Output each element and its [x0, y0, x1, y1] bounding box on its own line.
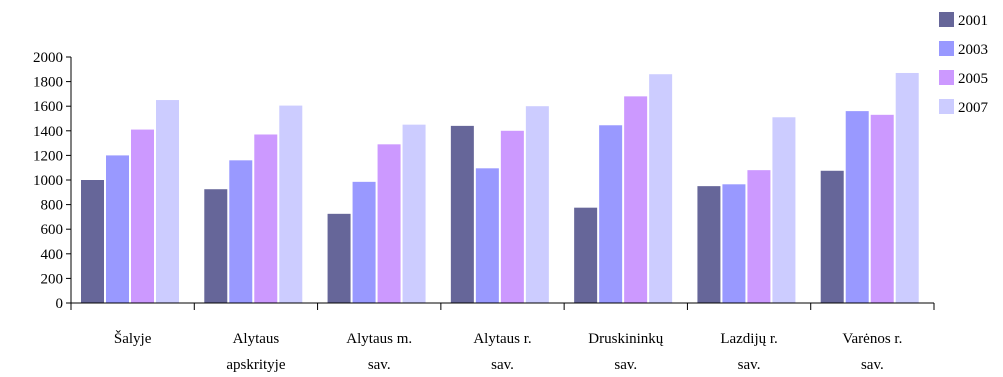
legend-swatch-2005 — [939, 70, 954, 85]
legend-swatch-2001 — [939, 12, 954, 27]
bar-2005 — [870, 114, 894, 303]
x-category-label: Varėnos r. — [842, 331, 902, 347]
x-category-label: Alytaus — [233, 331, 280, 347]
bar-2005 — [747, 170, 771, 303]
x-category-label: apskrityje — [226, 357, 285, 373]
bar-2007 — [895, 72, 919, 304]
legend-swatch-2003 — [939, 41, 954, 56]
bar-2005 — [131, 129, 154, 303]
bar-2007 — [525, 106, 549, 303]
x-category-label: Šalyje — [114, 330, 152, 347]
x-axis: Šalyje Alytaus apskrityje Alytaus m. sav. Aly… — [70, 302, 935, 373]
legend-swatch-2007 — [939, 99, 954, 114]
bar-2003 — [475, 168, 499, 303]
x-category-label: sav. — [491, 357, 514, 373]
y-axis: 0 200 400 600 800 1000 1200 1400 1600 1800 2000 — [33, 50, 72, 312]
bar-2001 — [81, 180, 104, 303]
bars — [81, 72, 919, 304]
bar-2005 — [377, 144, 401, 303]
x-category-label: Alytaus m. — [346, 331, 412, 347]
x-category-label: sav. — [738, 357, 761, 373]
legend: 2001 2003 2005 2007 — [939, 12, 989, 116]
bar-2007 — [279, 105, 303, 304]
x-category-label: Lazdijų r. — [720, 331, 777, 347]
x-category-label: Alytaus r. — [473, 331, 531, 347]
bar-2007 — [649, 74, 673, 303]
y-tick-label: 1000 — [33, 173, 63, 189]
legend-label: 2007 — [958, 100, 989, 116]
x-category-label: sav. — [368, 357, 391, 373]
bar-2003 — [845, 111, 869, 304]
x-category-label: Druskininkų — [588, 331, 664, 347]
bar-2005 — [624, 96, 648, 303]
bar-2001 — [450, 125, 474, 303]
y-tick-label: 800 — [41, 198, 64, 214]
y-tick-label: 1800 — [33, 75, 63, 91]
bar-2003 — [722, 184, 746, 303]
x-category-label: sav. — [861, 357, 884, 373]
bar-2003 — [352, 181, 376, 303]
bar-2003 — [229, 160, 253, 303]
bar-2007 — [772, 117, 796, 304]
y-tick-label: 200 — [41, 271, 64, 287]
y-tick-label: 2000 — [33, 50, 63, 66]
bar-2003 — [599, 125, 623, 303]
x-category-label: sav. — [614, 357, 637, 373]
y-tick-label: 400 — [41, 247, 64, 263]
bar-2007 — [156, 100, 179, 303]
bar-2001 — [697, 186, 721, 303]
bar-2001 — [327, 213, 351, 303]
bar-2005 — [500, 130, 524, 303]
bar-2001 — [204, 189, 228, 303]
legend-label: 2003 — [958, 42, 988, 58]
legend-label: 2005 — [958, 71, 988, 87]
y-tick-label: 1200 — [33, 148, 63, 164]
y-tick-label: 600 — [41, 222, 64, 238]
y-tick-label: 1600 — [33, 99, 63, 115]
y-tick-label: 0 — [56, 296, 64, 312]
legend-label: 2001 — [958, 13, 988, 29]
bar-2007 — [402, 124, 426, 304]
bar-2005 — [254, 134, 278, 303]
bar-2003 — [106, 155, 129, 303]
bar-2001 — [574, 207, 598, 303]
bar-2001 — [820, 170, 844, 303]
y-tick-label: 1400 — [33, 124, 63, 140]
